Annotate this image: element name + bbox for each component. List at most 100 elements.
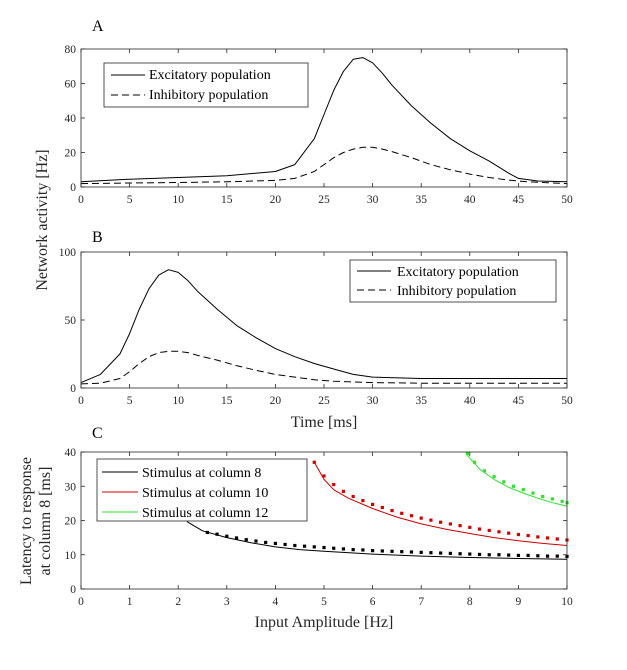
panel-c-marker-stimulus-at-column-10 (487, 528, 491, 533)
panel-b-x-tick-label: 40 (464, 395, 476, 407)
panel-a-label: A (92, 18, 104, 35)
panel-c-marker-stimulus-at-column-10 (351, 494, 355, 499)
panel-b-x-tick-label: 45 (513, 395, 525, 407)
panel-a-series-inhibitory-population (80, 146, 568, 185)
panel-c-y-tick-label: 30 (65, 481, 77, 493)
panel-c-y-axis-label-line-1: Latency to response (18, 457, 35, 585)
panel-c-x-tick-label: 4 (273, 596, 279, 608)
panel-c-marker-stimulus-at-column-12 (541, 494, 545, 499)
panel-c-x-tick-label: 7 (418, 596, 424, 608)
panel-b-x-tick-label: 15 (221, 395, 233, 407)
legend-label-excitatory-a: Excitatory population (149, 68, 271, 83)
panel-c-x-tick-label: 8 (467, 596, 473, 608)
panel-c-marker-stimulus-at-column-8 (322, 545, 326, 550)
panel-a-x-tick-label: 10 (172, 194, 184, 206)
panel-c-marker-stimulus-at-column-8 (361, 548, 365, 552)
panel-c-marker-stimulus-at-column-10 (477, 527, 482, 531)
panel-c-marker-stimulus-at-column-10 (380, 505, 384, 510)
panel-c-marker-stimulus-at-column-8 (526, 553, 530, 558)
panel-b-y-tick-label: 100 (59, 247, 77, 259)
panel-c-marker-stimulus-at-column-8 (409, 550, 414, 554)
panel-b-x-tick-label: 20 (270, 395, 282, 407)
panel-b-x-tick-label: 25 (318, 395, 330, 407)
panel-c-marker-stimulus-at-column-8 (302, 544, 307, 548)
panel-a-x-tick-label: 30 (367, 194, 379, 206)
panel-c-marker-stimulus-at-column-12 (531, 491, 535, 495)
panel-b-marks (80, 269, 567, 385)
panel-c-x-tick-label: 1 (127, 596, 133, 608)
panel-c-legend: Stimulus at column 8 Stimulus at column … (96, 458, 308, 522)
panel-c-marker-stimulus-at-column-10 (409, 514, 414, 518)
panel-c-marker-stimulus-at-column-8 (555, 554, 559, 558)
panel-b-label: B (92, 229, 103, 246)
panel-b-y-tick-label: 50 (65, 315, 77, 327)
panel-c-marker-stimulus-at-column-12 (511, 484, 516, 488)
panel-a-x-tick-label: 25 (318, 194, 330, 206)
panel-a-y-tick-label: 0 (70, 182, 76, 194)
legend-label-inhibitory-a: Inhibitory population (149, 88, 268, 103)
panel-c-marker-stimulus-at-column-8 (458, 552, 462, 556)
panel-a-x-tick-label: 15 (221, 194, 233, 206)
panel-c-y-tick-label: 20 (65, 516, 77, 528)
panel-c-marker-stimulus-at-column-8 (516, 553, 520, 558)
panel-c-marker-stimulus-at-column-10 (507, 531, 511, 535)
panel-c-marker-stimulus-at-column-8 (545, 554, 550, 558)
panel-b-y-tick-label: 0 (70, 383, 76, 395)
panel-c-marker-stimulus-at-column-8 (400, 550, 404, 554)
panel-c-marker-stimulus-at-column-8 (312, 545, 316, 549)
panel-b-x-tick-label: 10 (172, 395, 184, 407)
panel-c-marker-stimulus-at-column-8 (497, 553, 501, 557)
panel-b-x-tick-label: 50 (561, 395, 573, 407)
panel-c-ticks: 0 1 2 3 4 5 6 7 8 9 10 0 10 20 30 40 (65, 447, 574, 608)
panel-c-marker-stimulus-at-column-10 (545, 536, 550, 540)
panel-c-marker-stimulus-at-column-10 (555, 537, 559, 541)
panel-c-marker-stimulus-at-column-10 (371, 502, 375, 507)
panel-c-marker-stimulus-at-column-8 (536, 554, 540, 558)
panel-a-y-tick-label: 80 (65, 44, 77, 56)
panel-c-marker-stimulus-at-column-8 (380, 549, 384, 553)
panel-c-x-tick-label: 5 (321, 596, 327, 608)
panel-c-marker-stimulus-at-column-10 (439, 520, 443, 524)
panel-c-marker-stimulus-at-column-10 (332, 482, 336, 487)
panel-c-y-tick-label: 0 (70, 584, 76, 596)
panel-c-x-axis-label: Input Amplitude [Hz] (255, 614, 394, 631)
panel-b-legend: Excitatory population Inhibitory populat… (349, 259, 557, 303)
panel-c-marker-stimulus-at-column-8 (439, 551, 443, 555)
panel-b-x-tick-label: 5 (127, 395, 133, 407)
panel-c-marker-stimulus-at-column-8 (351, 548, 355, 552)
panel-c-marker-stimulus-at-column-8 (254, 539, 258, 543)
panel-b-x-tick-label: 35 (415, 395, 427, 407)
panel-a-x-tick-label: 20 (270, 194, 282, 206)
panel-a-y-tick-label: 40 (65, 113, 77, 125)
panel-c-marker-stimulus-at-column-12 (521, 488, 525, 492)
panel-a-x-tick-label: 50 (561, 194, 573, 206)
panel-c-marker-stimulus-at-column-8 (341, 547, 346, 551)
panel-c-marks (172, 452, 569, 560)
panel-c-x-tick-label: 0 (78, 596, 84, 608)
legend-label-column-12: Stimulus at column 12 (142, 506, 268, 521)
panel-a-y-tick-label: 60 (65, 79, 77, 91)
panel-c-series-stimulus-at-column-8 (172, 503, 568, 560)
panel-c-marker-stimulus-at-column-8 (234, 536, 239, 540)
shared-y-axis-label: Network activity [Hz] (34, 149, 51, 290)
panel-c-marker-stimulus-at-column-10 (312, 460, 316, 464)
panel-c-marker-stimulus-at-column-10 (390, 508, 394, 513)
panel-c-marker-stimulus-at-column-12 (550, 497, 555, 501)
panel-c-marker-stimulus-at-column-8 (273, 541, 277, 546)
panel-a-x-tick-label: 45 (513, 194, 525, 206)
panel-c-marker-stimulus-at-column-10 (458, 524, 462, 528)
panel-a-y-tick-label: 20 (65, 148, 77, 160)
panel-b-x-axis-label: Time [ms] (291, 414, 358, 431)
panel-c-marker-stimulus-at-column-10 (419, 516, 423, 520)
panel-c-marker-stimulus-at-column-10 (448, 522, 452, 526)
panel-c-marker-stimulus-at-column-12 (473, 460, 477, 464)
panel-c-marker-stimulus-at-column-8 (215, 532, 219, 536)
panel-a-ticks: 0 5 10 15 20 25 30 35 40 45 50 0 20 40 60 80 (65, 44, 574, 206)
panel-c-y-tick-label: 10 (65, 550, 77, 562)
panel-a-marks (80, 57, 568, 185)
panel-c-series-stimulus-at-column-10 (313, 462, 568, 546)
panel-c-marker-stimulus-at-column-10 (468, 525, 472, 529)
panel-b-ticks: 0 5 10 15 20 25 30 35 40 45 50 0 50 100 (59, 247, 573, 407)
panel-c-marker-stimulus-at-column-12 (560, 499, 564, 503)
